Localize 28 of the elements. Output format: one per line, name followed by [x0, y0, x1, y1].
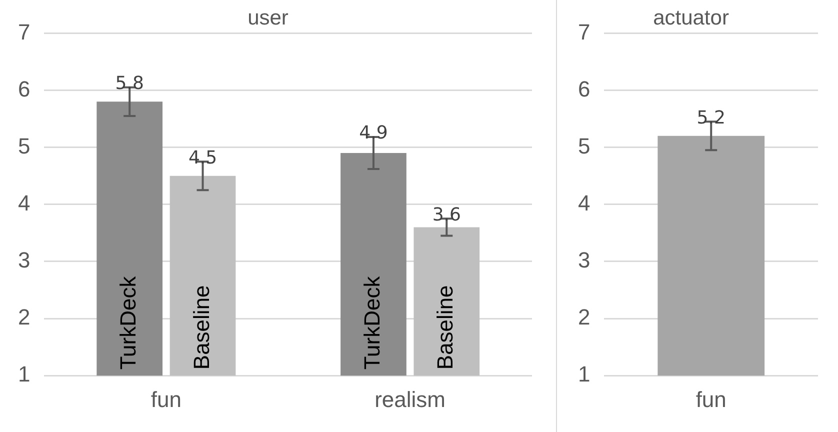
text: Baseline	[432, 285, 458, 370]
data-label: 4.5	[188, 147, 218, 168]
x-tick-label: fun	[696, 386, 726, 412]
data-label: 5.8	[115, 73, 144, 94]
y-tick-label: 5	[18, 133, 30, 158]
text: TurkDeck	[360, 276, 385, 370]
x-tick-label: realism	[374, 386, 446, 412]
chart-title: actuator	[653, 6, 729, 30]
y-tick-label: 2	[578, 304, 590, 330]
y-tick-label: 6	[18, 76, 30, 102]
y-tick-label: 3	[578, 248, 590, 273]
data-label: 3.6	[432, 204, 461, 226]
y-tick-label: 2	[18, 304, 30, 330]
series-label: Baseline	[188, 285, 214, 370]
x-tick-label: fun	[150, 386, 182, 412]
y-tick-label: 6	[578, 76, 590, 102]
data-label: 4.9	[359, 122, 388, 144]
y-tick-label: 4	[18, 190, 30, 216]
y-tick-label: 1	[578, 362, 590, 387]
y-tick-label: 7	[18, 19, 30, 44]
y-tick-label: 4	[578, 190, 590, 216]
y-tick-label: 3	[18, 248, 30, 273]
series-label: TurkDeck	[116, 275, 141, 370]
chart-title: user	[248, 6, 288, 30]
data-label: 5.2	[696, 107, 726, 128]
y-tick-label: 7	[578, 19, 590, 44]
y-tick-label: 1	[18, 362, 30, 387]
y-tick-label: 5	[578, 133, 590, 158]
